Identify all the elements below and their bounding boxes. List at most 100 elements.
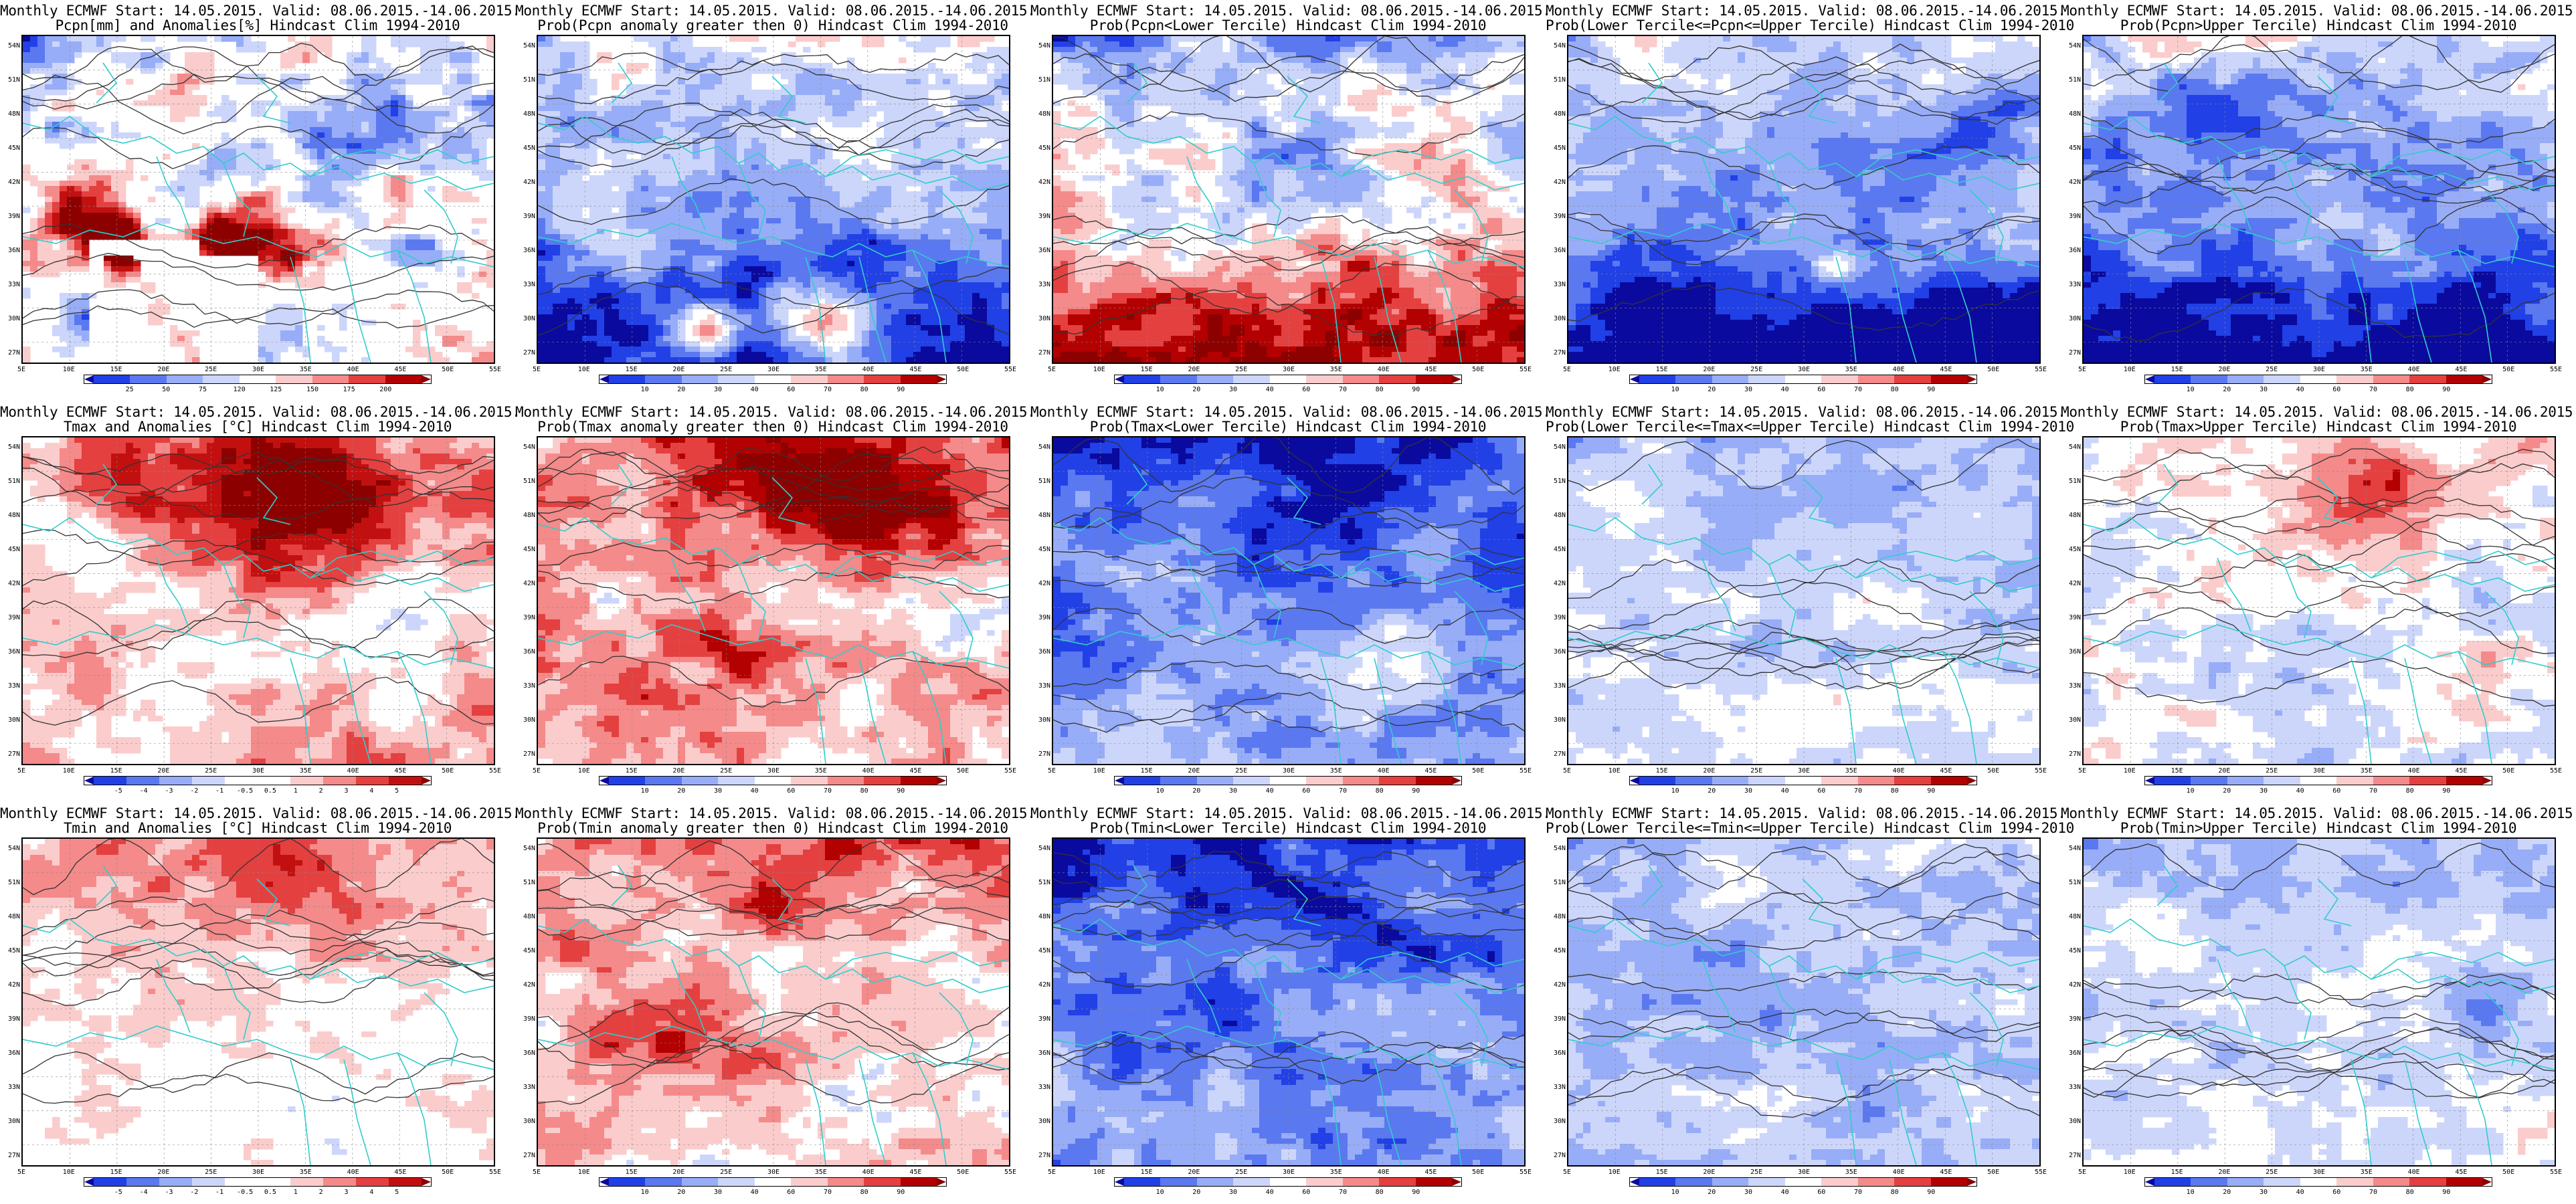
colorbar-label: 80 [1883, 386, 1907, 393]
coastlines [2084, 62, 2555, 363]
lat-label: 30N [518, 717, 535, 724]
colorbar-swatch [389, 1178, 422, 1186]
map-panel-7: Monthly ECMWF Start: 14.05.2015. Valid: … [515, 401, 1036, 803]
panel-title: Monthly ECMWF Start: 14.05.2015. Valid: … [2061, 3, 2576, 19]
map-panel-1: Monthly ECMWF Start: 14.05.2015. Valid: … [0, 0, 521, 401]
colorbar-label: 90 [1404, 787, 1428, 795]
coastlines [23, 62, 494, 363]
colorbar-swatch [1748, 1178, 1785, 1186]
shaded-field [2084, 839, 2555, 1165]
colorbar-min-arrow [1630, 1178, 1639, 1186]
lat-label: 48N [2063, 512, 2081, 519]
colorbar-label: 60 [779, 787, 803, 795]
lon-label: 45E [1936, 1169, 1956, 1176]
colorbar-swatch [718, 777, 755, 785]
colorbar-swatch [1160, 1178, 1197, 1186]
colorbar-label: 2 [309, 1189, 333, 1196]
lat-label: 27N [2063, 1152, 2081, 1159]
colorbar-swatch [1639, 777, 1676, 785]
panel-title: Monthly ECMWF Start: 14.05.2015. Valid: … [1030, 805, 1551, 821]
lon-label: 25E [716, 366, 736, 373]
lat-label: 36N [1033, 649, 1050, 656]
lon-label: 20E [153, 366, 173, 373]
colorbar-swatch [385, 375, 422, 383]
colorbar-swatch [900, 1178, 937, 1186]
colorbar-label: 90 [1919, 386, 1943, 393]
colorbar-swatch [2227, 375, 2264, 383]
lon-label: 35E [1326, 767, 1346, 775]
contour-lines [1053, 437, 1524, 733]
lat-label: 48N [518, 512, 535, 519]
colorbar [84, 776, 432, 785]
panel-subtitle: Pcpn[mm] and Anomalies[%] Hindcast Clim … [0, 17, 515, 33]
map-canvas [2084, 839, 2555, 1165]
colorbar-label: 30 [1736, 386, 1760, 393]
colorbar-min-arrow [84, 1178, 94, 1186]
lon-label: 50E [438, 767, 458, 775]
colorbar-swatch [900, 375, 937, 383]
colorbar-label: 70 [2361, 787, 2385, 795]
colorbar-swatch [1930, 777, 1967, 785]
colorbar [1114, 776, 1462, 785]
map-frame [1052, 436, 1526, 765]
lon-label: 30E [1794, 767, 1814, 775]
colorbar-label: 50 [154, 386, 178, 393]
colorbar-swatch [1675, 1178, 1712, 1186]
lon-label: 5E [11, 767, 31, 775]
lon-label: 35E [296, 366, 316, 373]
colorbar-swatch [1821, 777, 1858, 785]
colorbar-swatch [1124, 1178, 1161, 1186]
lon-label: 20E [153, 1169, 173, 1176]
colorbar-swatch [389, 777, 422, 785]
colorbar-min-arrow [2145, 375, 2154, 383]
colorbar-label: 80 [1883, 787, 1907, 795]
map-canvas [1053, 437, 1524, 764]
colorbar-swatch [718, 375, 755, 383]
colorbar-swatch [1930, 375, 1967, 383]
lon-label: 30E [248, 1169, 268, 1176]
lon-label: 45E [1936, 767, 1956, 775]
coastlines [2084, 464, 2555, 764]
lat-label: 54N [1548, 43, 1566, 49]
colorbar [599, 1177, 947, 1187]
colorbar-swatch [2409, 777, 2446, 785]
colorbar-swatch [1712, 375, 1749, 383]
colorbar-swatch [2409, 1178, 2446, 1186]
lat-label: 45N [518, 948, 535, 955]
colorbar-label: 80 [852, 1189, 877, 1196]
colorbar-label: 30 [1736, 787, 1760, 795]
colorbar-label: 40 [2288, 386, 2312, 393]
colorbar-label: 25 [118, 386, 142, 393]
lon-label: 15E [2167, 767, 2187, 775]
graticule [23, 839, 494, 1165]
colorbar-min-arrow [1115, 1178, 1124, 1186]
colorbar-swatch [1269, 1178, 1307, 1186]
contour-lines [2084, 448, 2555, 707]
colorbar-label: 70 [816, 1189, 840, 1196]
colorbar-swatch [754, 777, 792, 785]
lat-label: 45N [3, 145, 20, 152]
lat-label: 27N [518, 1152, 535, 1159]
lat-label: 30N [518, 316, 535, 322]
colorbar-swatch [94, 777, 126, 785]
lon-label: 40E [858, 767, 879, 775]
colorbar-swatch [2336, 375, 2373, 383]
lon-label: 10E [1604, 1169, 1625, 1176]
colorbar-swatch [1306, 375, 1343, 383]
lat-label: 51N [2063, 880, 2081, 886]
shaded-field [1568, 839, 2039, 1165]
map-frame [21, 837, 495, 1167]
panel-subtitle: Prob(Tmin<Lower Tercile) Hindcast Clim 1… [1030, 820, 1546, 836]
colorbar [1629, 1177, 1977, 1187]
colorbar-swatch [1306, 1178, 1343, 1186]
lat-label: 48N [3, 914, 20, 920]
colorbar-label: -1 [207, 1189, 232, 1196]
colorbar-label: 10 [1663, 1189, 1687, 1196]
colorbar-label: 90 [1919, 1189, 1943, 1196]
colorbar-label: 30 [1736, 1189, 1760, 1196]
colorbar-min-arrow [2145, 777, 2154, 785]
lat-label: 51N [1548, 77, 1566, 84]
colorbar-label: 30 [1221, 1189, 1245, 1196]
colorbar-label: 30 [1221, 386, 1245, 393]
